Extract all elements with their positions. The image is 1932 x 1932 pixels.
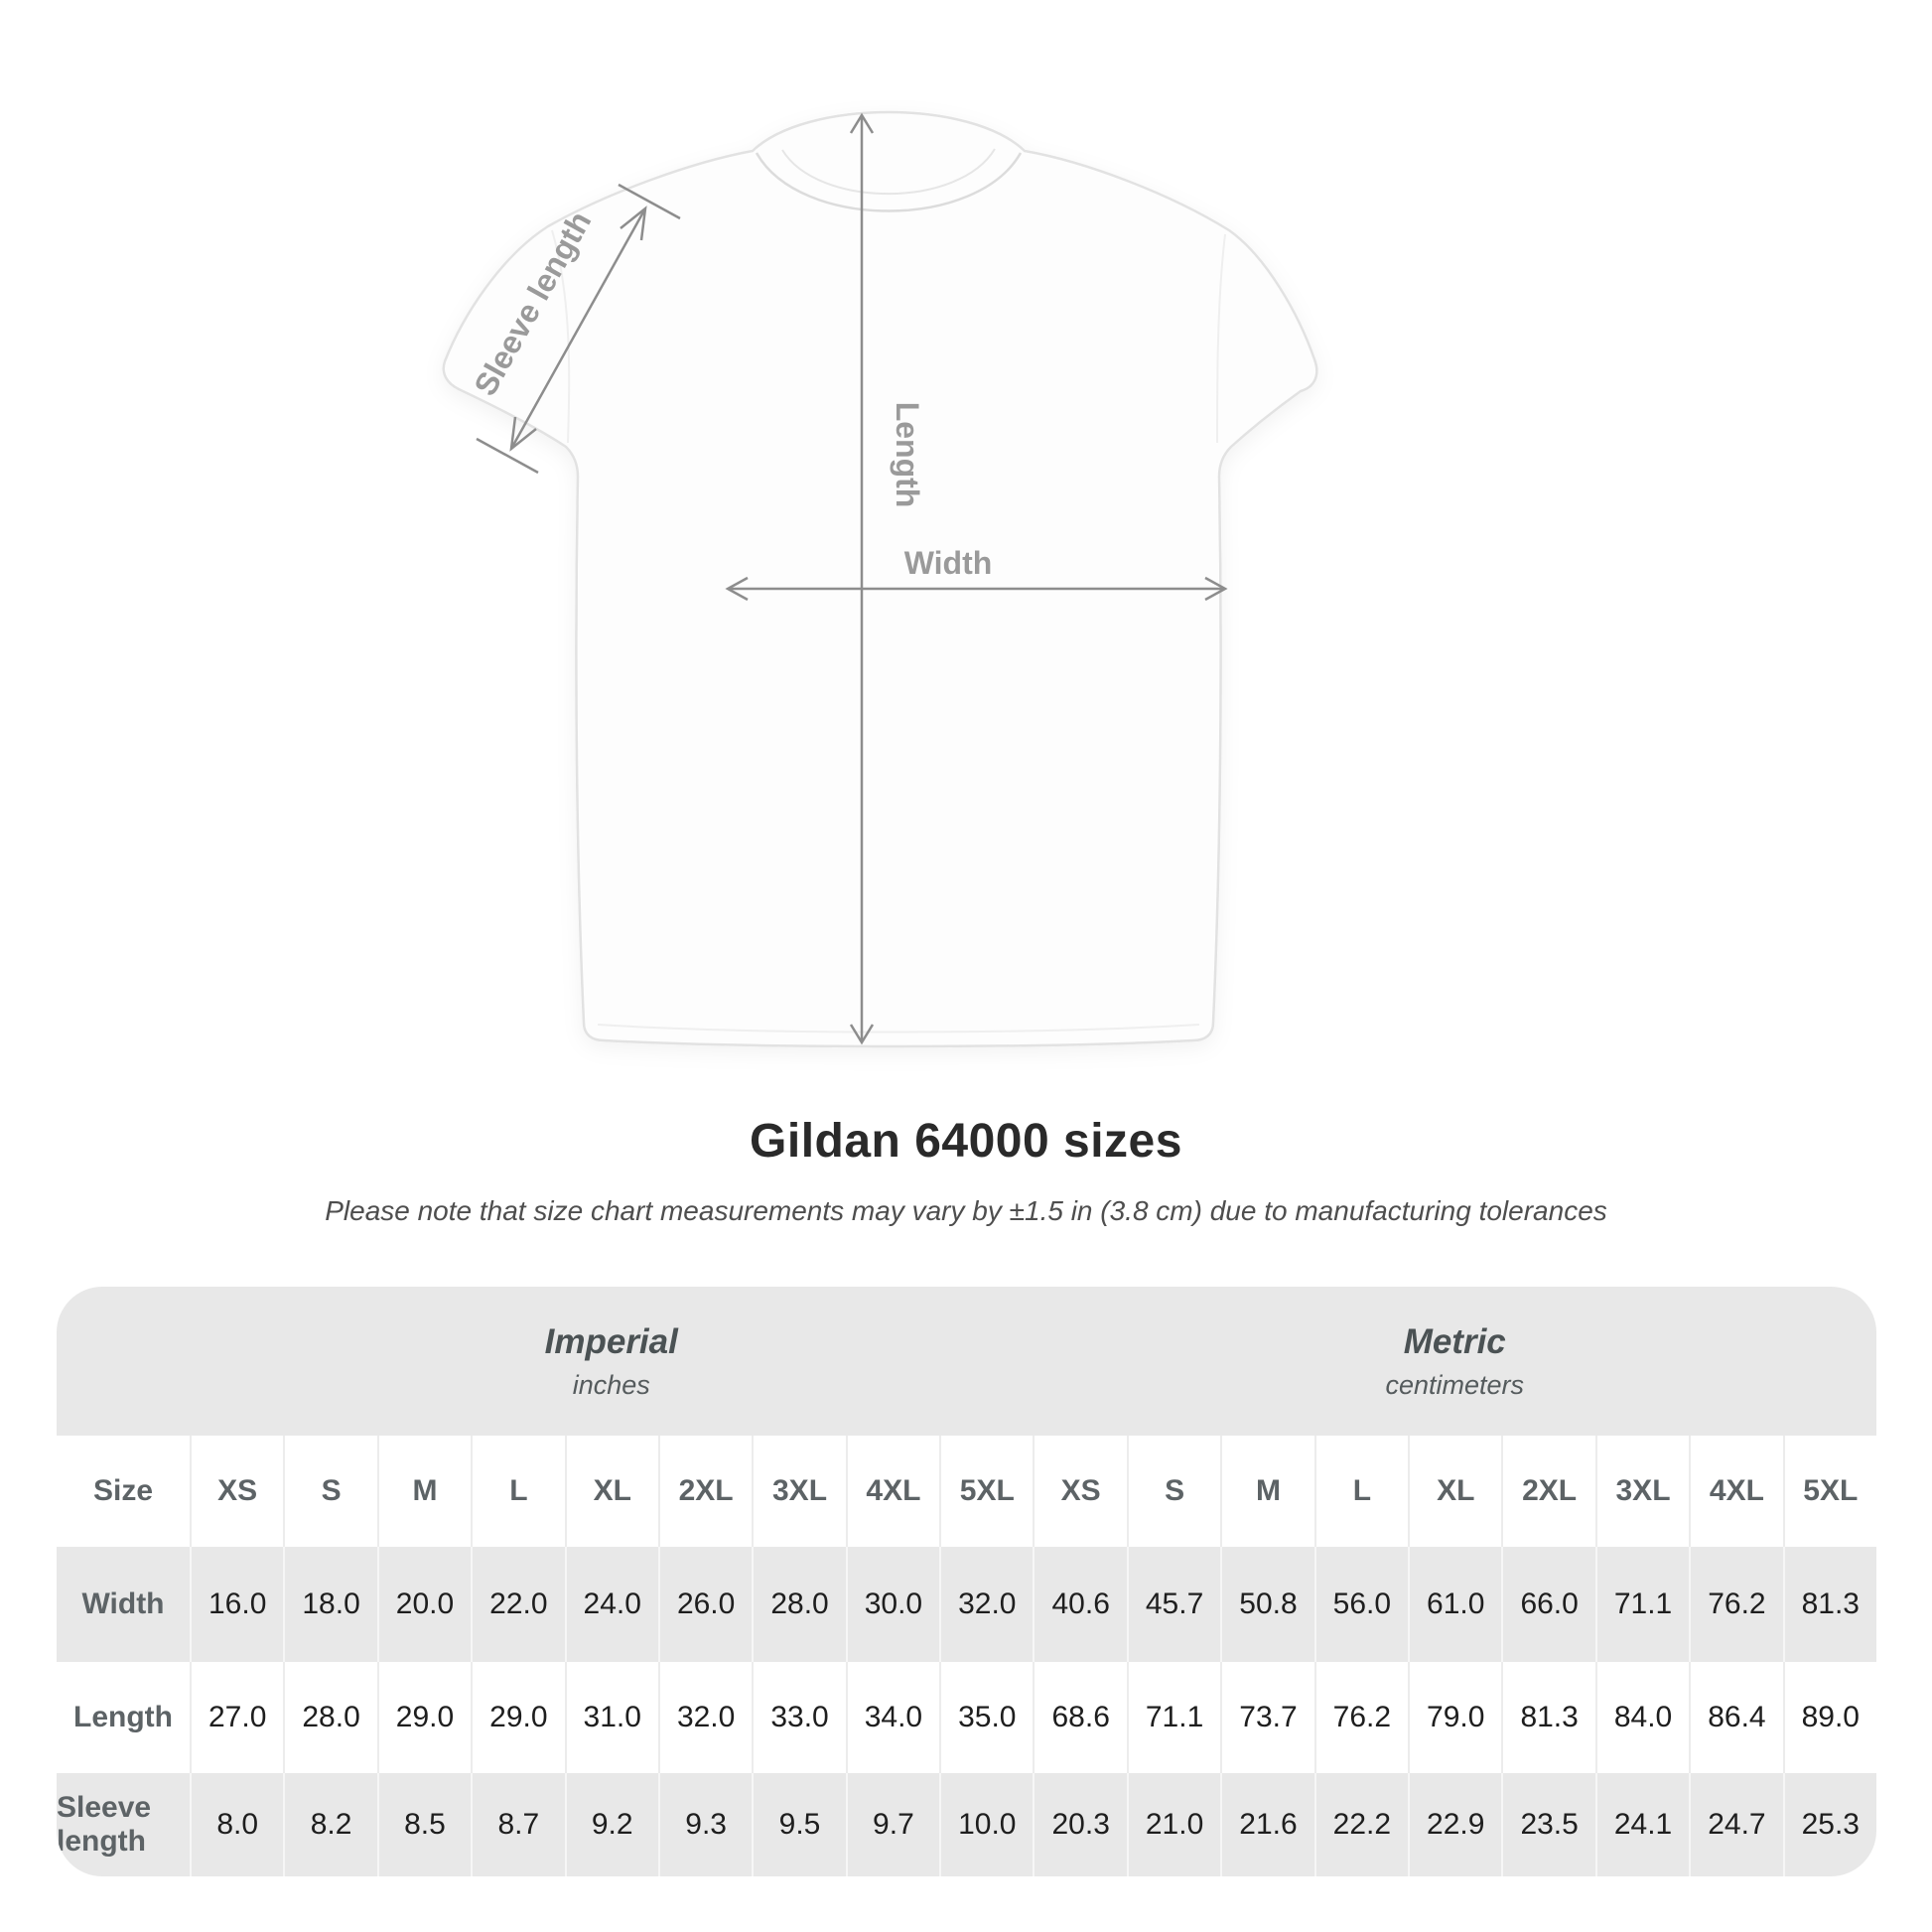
- metric-unit-label: centimeters: [1385, 1369, 1525, 1400]
- sleeve-value: 22.9: [1408, 1773, 1501, 1876]
- metric-label: Metric: [1403, 1321, 1506, 1361]
- size-column-header: Size: [57, 1436, 190, 1547]
- length-value: 31.0: [564, 1662, 658, 1773]
- size-header: 4XL: [1689, 1436, 1783, 1547]
- width-value: 16.0: [190, 1547, 283, 1662]
- size-header: 3XL: [752, 1436, 846, 1547]
- sleeve-value: 8.0: [190, 1773, 283, 1876]
- size-header: L: [1313, 1436, 1409, 1547]
- size-table: Imperial inches Metric centimeters Size …: [57, 1287, 1876, 1876]
- sleeve-value: 24.1: [1594, 1773, 1689, 1876]
- metric-group-header: Metric centimeters: [1033, 1287, 1876, 1436]
- width-value: 18.0: [283, 1547, 376, 1662]
- size-header: XS: [1033, 1436, 1127, 1547]
- sleeve-value: 8.5: [376, 1773, 471, 1876]
- width-value: 26.0: [657, 1547, 752, 1662]
- collar-outer-seam: [755, 152, 1023, 212]
- size-header: XL: [1408, 1436, 1502, 1547]
- width-value: 22.0: [471, 1547, 564, 1662]
- row-label-sleeve-length: Sleeve length: [57, 1791, 152, 1858]
- length-value: 71.1: [1126, 1662, 1221, 1773]
- width-value: 40.6: [1033, 1547, 1126, 1662]
- length-value: 27.0: [190, 1662, 284, 1773]
- size-header: XS: [190, 1436, 284, 1547]
- width-value: 50.8: [1220, 1547, 1313, 1662]
- length-value: 35.0: [939, 1662, 1034, 1773]
- width-value: 30.0: [845, 1547, 939, 1662]
- page-title: Gildan 64000 sizes: [750, 1115, 1182, 1168]
- sleeve-value: 24.7: [1689, 1773, 1782, 1876]
- size-header: S: [283, 1436, 377, 1547]
- sleeve-value: 21.6: [1220, 1773, 1313, 1876]
- width-value: 56.0: [1313, 1547, 1408, 1662]
- size-header: 2XL: [657, 1436, 753, 1547]
- sleeve-length-arrow: [476, 183, 681, 475]
- size-header: M: [376, 1436, 472, 1547]
- length-value: 84.0: [1594, 1662, 1690, 1773]
- width-value: 32.0: [939, 1547, 1033, 1662]
- tshirt-illustration: [442, 110, 1318, 1048]
- width-label: Width: [904, 545, 993, 581]
- length-value: 34.0: [845, 1662, 940, 1773]
- measurement-arrows: [476, 112, 1228, 1045]
- length-value: 28.0: [283, 1662, 377, 1773]
- width-value: 66.0: [1501, 1547, 1594, 1662]
- group-header-spacer: [57, 1287, 190, 1436]
- length-value: 81.3: [1501, 1662, 1595, 1773]
- width-value: 71.1: [1594, 1547, 1689, 1662]
- collar-inner-seam: [781, 148, 996, 195]
- width-value: 61.0: [1408, 1547, 1501, 1662]
- sleeve-value: 20.3: [1033, 1773, 1126, 1876]
- width-arrow: [725, 576, 1228, 602]
- size-header: L: [471, 1436, 565, 1547]
- width-value: 81.3: [1782, 1547, 1876, 1662]
- size-header: XL: [564, 1436, 658, 1547]
- length-value: 76.2: [1313, 1662, 1409, 1773]
- length-value: 73.7: [1220, 1662, 1314, 1773]
- length-value: 89.0: [1782, 1662, 1876, 1773]
- length-value: 29.0: [376, 1662, 472, 1773]
- length-arrow: [849, 112, 875, 1045]
- sleeve-value: 8.2: [283, 1773, 376, 1876]
- width-value: 20.0: [376, 1547, 471, 1662]
- tshirt-measurement-diagram: Sleeve length Length Width: [442, 110, 1318, 1048]
- row-label-width: Width: [81, 1587, 165, 1620]
- size-header: M: [1220, 1436, 1314, 1547]
- sleeve-value: 9.5: [752, 1773, 845, 1876]
- size-header: 5XL: [939, 1436, 1034, 1547]
- width-value: 45.7: [1126, 1547, 1220, 1662]
- length-value: 79.0: [1408, 1662, 1502, 1773]
- size-header: 2XL: [1501, 1436, 1595, 1547]
- sleeve-value: 21.0: [1126, 1773, 1220, 1876]
- sleeve-value: 23.5: [1501, 1773, 1594, 1876]
- length-value: 33.0: [752, 1662, 846, 1773]
- length-value: 68.6: [1033, 1662, 1127, 1773]
- sleeve-value: 9.3: [657, 1773, 752, 1876]
- imperial-unit-label: inches: [572, 1369, 650, 1400]
- size-header: 4XL: [845, 1436, 940, 1547]
- imperial-label: Imperial: [544, 1321, 678, 1361]
- imperial-group-header: Imperial inches: [190, 1287, 1033, 1436]
- sleeve-value: 25.3: [1782, 1773, 1876, 1876]
- size-header: 5XL: [1782, 1436, 1876, 1547]
- row-label-length: Length: [57, 1662, 190, 1773]
- sleeve-value: 10.0: [939, 1773, 1033, 1876]
- size-header: S: [1126, 1436, 1221, 1547]
- width-value: 24.0: [564, 1547, 658, 1662]
- size-header: 3XL: [1594, 1436, 1690, 1547]
- sleeve-value: 22.2: [1313, 1773, 1408, 1876]
- width-value: 76.2: [1689, 1547, 1782, 1662]
- sleeve-value: 9.2: [564, 1773, 658, 1876]
- length-label: Length: [890, 402, 925, 508]
- sleeve-value: 9.7: [845, 1773, 939, 1876]
- length-value: 29.0: [471, 1662, 565, 1773]
- length-value: 86.4: [1689, 1662, 1783, 1773]
- length-value: 32.0: [657, 1662, 753, 1773]
- width-value: 28.0: [752, 1547, 845, 1662]
- tolerance-note: Please note that size chart measurements…: [325, 1195, 1607, 1226]
- sleeve-value: 8.7: [471, 1773, 564, 1876]
